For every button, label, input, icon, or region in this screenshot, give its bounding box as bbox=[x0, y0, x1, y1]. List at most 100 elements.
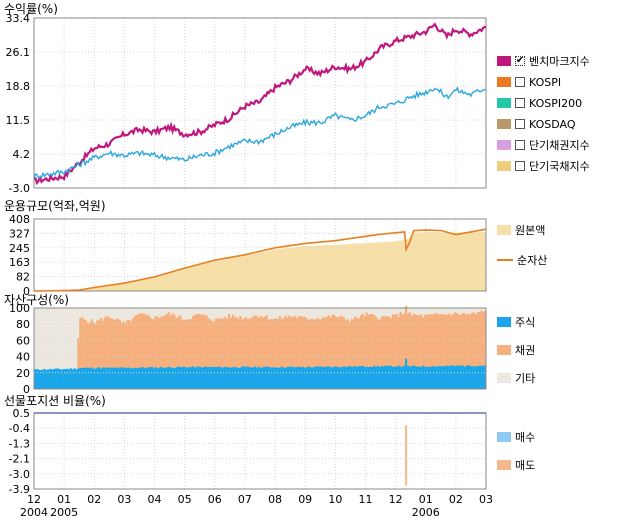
bond-bar bbox=[448, 313, 451, 389]
stock-bar bbox=[414, 366, 417, 389]
stock-bar bbox=[267, 366, 270, 389]
x-tick-month: 06 bbox=[208, 493, 222, 506]
bond-bar bbox=[299, 316, 302, 389]
stock-bar bbox=[77, 368, 80, 389]
legend-item[interactable]: KOSDAQ bbox=[497, 116, 576, 132]
legend-checkbox[interactable] bbox=[515, 161, 525, 171]
stock-bar bbox=[412, 365, 415, 389]
bond-bar bbox=[156, 316, 159, 389]
legend-checkbox[interactable] bbox=[515, 98, 525, 108]
legend-checkbox[interactable] bbox=[515, 77, 525, 87]
stock-bar bbox=[324, 367, 327, 389]
bond-bar bbox=[113, 320, 116, 389]
bond-bar bbox=[192, 315, 195, 389]
bond-bar bbox=[261, 317, 265, 389]
bond-bar bbox=[233, 317, 236, 389]
legend-item[interactable]: KOSPI bbox=[497, 74, 561, 90]
sell-bar bbox=[405, 425, 408, 486]
legend-checkbox[interactable]: ✔ bbox=[515, 55, 525, 66]
stock-bar bbox=[333, 366, 336, 389]
bond-bar bbox=[320, 319, 323, 389]
stock-bar bbox=[455, 365, 459, 389]
bond-bar bbox=[386, 316, 389, 389]
stock-bar bbox=[158, 367, 161, 389]
net-asset-line bbox=[33, 228, 487, 292]
legend-label: 채권 bbox=[515, 344, 536, 357]
stock-bar bbox=[237, 367, 240, 389]
legend-checkbox[interactable] bbox=[515, 140, 525, 150]
bond-bar bbox=[437, 314, 440, 389]
stock-bar bbox=[196, 366, 199, 389]
bond-bar bbox=[425, 315, 428, 389]
bond-bar bbox=[267, 319, 270, 389]
stock-bar bbox=[359, 366, 362, 389]
bond-bar bbox=[228, 314, 231, 389]
stock-bar bbox=[116, 368, 120, 389]
stock-bar bbox=[292, 366, 295, 389]
stock-bar bbox=[318, 366, 321, 389]
stock-bar bbox=[354, 365, 357, 389]
y-tick-label: -3.0 bbox=[9, 468, 30, 481]
stock-bar bbox=[139, 367, 142, 389]
stock-bar bbox=[472, 366, 475, 389]
stock-bar bbox=[188, 367, 191, 389]
legend-label: 순자산 bbox=[517, 254, 548, 267]
bond-bar bbox=[478, 311, 481, 389]
stock-bar bbox=[380, 366, 383, 389]
stock-bar bbox=[96, 368, 99, 389]
stock-bar bbox=[220, 367, 223, 389]
legend-swatch bbox=[497, 119, 511, 129]
legend-swatch bbox=[497, 432, 511, 442]
stock-bar bbox=[348, 366, 351, 389]
bond-bar bbox=[359, 315, 362, 389]
bond-bar bbox=[130, 321, 133, 389]
bond-bar bbox=[205, 315, 208, 389]
bond-bar bbox=[406, 313, 410, 389]
y-tick-label: 11.5 bbox=[6, 114, 31, 127]
stock-bar bbox=[474, 366, 477, 389]
legend-item[interactable]: 단기채권지수 bbox=[497, 137, 590, 153]
bond-bar bbox=[295, 318, 298, 389]
stock-bar bbox=[226, 367, 229, 389]
stock-bar bbox=[205, 367, 208, 389]
bond-bar bbox=[224, 316, 227, 389]
stock-bar bbox=[120, 367, 123, 389]
y-tick-label: -0.4 bbox=[9, 422, 30, 435]
stock-bar bbox=[352, 366, 355, 389]
stock-bar bbox=[297, 366, 300, 389]
bond-bar bbox=[162, 316, 165, 389]
bond-bar bbox=[124, 322, 127, 389]
stock-bar bbox=[278, 367, 281, 389]
bond-bar bbox=[133, 315, 136, 389]
x-tick-year: 2004 bbox=[20, 506, 48, 519]
bond-bar bbox=[88, 322, 91, 389]
legend-checkbox[interactable] bbox=[515, 119, 525, 129]
bond-bar bbox=[357, 318, 361, 389]
bond-bar bbox=[243, 318, 246, 389]
legend-item[interactable]: ✔ 벤치마크지수 bbox=[497, 53, 590, 69]
stock-bar bbox=[150, 366, 153, 389]
bond-bar bbox=[282, 318, 285, 389]
bond-bar bbox=[190, 319, 193, 389]
stock-bar bbox=[66, 368, 69, 389]
stock-bar bbox=[184, 367, 187, 389]
bond-bar bbox=[416, 315, 419, 389]
bond-bar bbox=[420, 314, 423, 389]
bond-bar bbox=[422, 317, 425, 389]
bond-bar bbox=[169, 315, 172, 389]
bond-bar bbox=[474, 314, 477, 389]
y-tick-label: 0 bbox=[23, 383, 30, 396]
stock-bar bbox=[218, 366, 221, 389]
legend-item[interactable]: 단기국채지수 bbox=[497, 158, 590, 174]
bond-bar bbox=[427, 314, 430, 389]
stock-bar bbox=[64, 369, 67, 389]
bond-bar bbox=[309, 319, 312, 389]
stock-bar bbox=[484, 365, 487, 389]
stock-bar bbox=[307, 366, 310, 389]
stock-bar bbox=[73, 368, 76, 389]
legend-label: 기타 bbox=[515, 372, 536, 385]
stock-bar bbox=[429, 366, 432, 389]
stock-bar bbox=[342, 366, 346, 389]
stock-bar bbox=[391, 367, 394, 389]
legend-item[interactable]: KOSPI200 bbox=[497, 95, 582, 111]
